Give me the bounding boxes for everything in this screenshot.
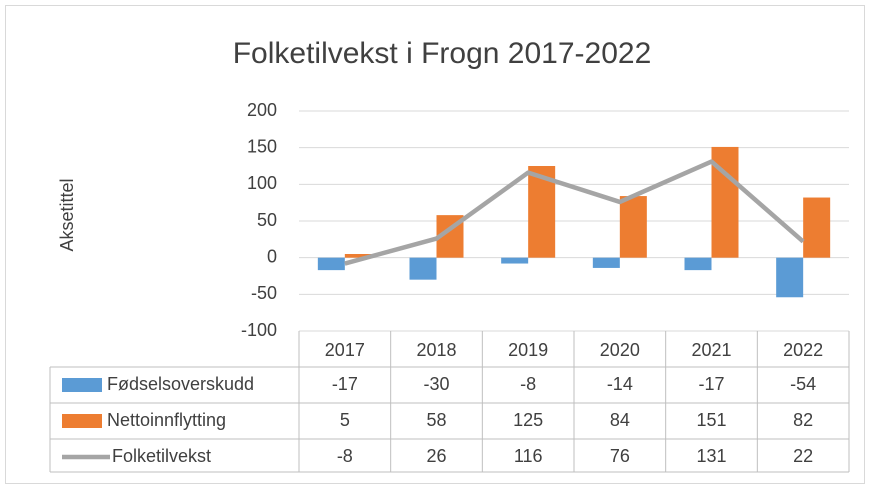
bar	[592, 257, 620, 268]
y-tick-label: 0	[267, 246, 277, 266]
bar	[684, 257, 712, 271]
legend-label: Folketilvekst	[112, 446, 211, 466]
table-value: -30	[423, 374, 449, 394]
bar	[619, 196, 647, 258]
y-tick-label: 100	[247, 173, 277, 193]
x-tick-label: 2020	[600, 340, 640, 360]
bar	[501, 257, 529, 264]
bar	[344, 254, 372, 258]
bar	[803, 197, 831, 258]
table-value: 131	[696, 446, 726, 466]
table-value: 76	[610, 446, 630, 466]
table-value: -54	[790, 374, 816, 394]
legend-label: Nettoinnflytting	[107, 410, 226, 430]
x-tick-label: 2019	[508, 340, 548, 360]
legend-key	[62, 414, 102, 428]
table-value: 26	[426, 446, 446, 466]
table-value: 125	[513, 410, 543, 430]
line	[344, 159, 805, 266]
table-value: 82	[793, 410, 813, 430]
y-tick-label: 200	[247, 100, 277, 120]
bar	[776, 257, 804, 298]
x-tick-label: 2017	[325, 340, 365, 360]
y-tick-label: -100	[241, 320, 277, 340]
x-tick-label: 2022	[783, 340, 823, 360]
table-value: 22	[793, 446, 813, 466]
bar	[409, 257, 437, 280]
table-value: -17	[698, 374, 724, 394]
legend-label: Fødselsoverskudd	[107, 374, 254, 394]
y-tick-label: -50	[251, 283, 277, 303]
legend-key	[62, 378, 102, 392]
table-value: -14	[607, 374, 633, 394]
table-value: 116	[514, 446, 543, 466]
y-tick-label: 50	[257, 210, 277, 230]
table-value: 58	[426, 410, 446, 430]
y-tick-label: 150	[247, 136, 277, 156]
x-tick-label: 2018	[416, 340, 456, 360]
table-value: 84	[610, 410, 630, 430]
y-axis-title: Aksetittel	[57, 178, 77, 251]
x-tick-label: 2021	[691, 340, 731, 360]
chart-title: Folketilvekst i Frogn 2017-2022	[233, 37, 652, 70]
bar	[317, 257, 345, 271]
table-value: -17	[332, 374, 358, 394]
table-value: -8	[520, 374, 536, 394]
table-value: 5	[340, 410, 350, 430]
table-value: 151	[696, 410, 726, 430]
table-value: -8	[337, 446, 353, 466]
